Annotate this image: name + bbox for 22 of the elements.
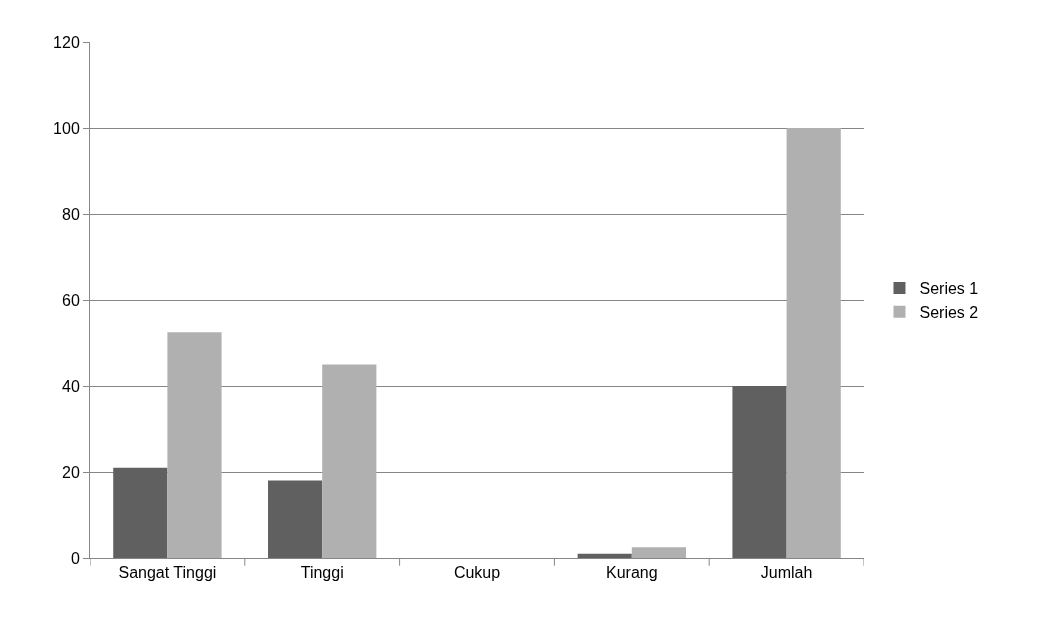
y-tick-label: 0 [70,549,80,567]
bar [322,364,377,558]
y-tick-label: 60 [62,291,80,309]
y-tick-label: 120 [53,33,80,51]
legend-label: Series 1 [919,280,979,298]
bar [631,547,686,558]
bar [268,480,323,558]
x-tick-label: Cukup [453,564,501,582]
x-tick-label: Sangat Tinggi [118,564,217,582]
bar [577,553,632,558]
bar [732,386,787,558]
bar [113,467,168,558]
y-tick-label: 20 [62,463,80,481]
y-tick-label: 80 [62,205,80,223]
bar [786,128,841,558]
legend-label: Series 2 [919,303,979,321]
y-tick-label: 40 [62,377,80,395]
x-tick-label: Jumlah [760,564,813,582]
x-tick-label: Kurang [606,564,658,582]
x-tick-label: Tinggi [300,564,344,582]
y-tick-label: 100 [53,119,80,137]
bar [167,332,222,558]
